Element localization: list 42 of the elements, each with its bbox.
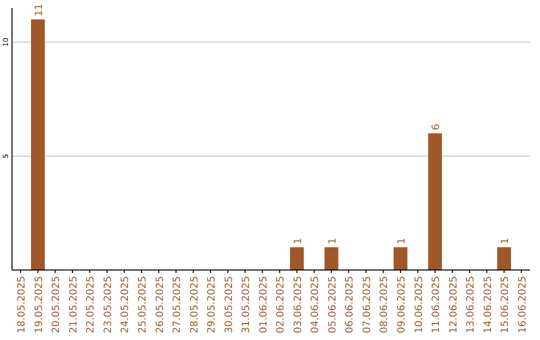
x-tick-label: 19.05.2025 [34,276,45,334]
x-tick-label: 02.06.2025 [276,276,287,334]
x-tick-label: 30.05.2025 [224,276,235,334]
x-tick-label: 23.05.2025 [102,276,114,334]
x-tick-label: 20.05.2025 [51,276,62,334]
x-tick-label: 11.06.2025 [431,276,442,334]
bar [497,247,512,270]
data-label: 11 [34,4,45,16]
x-tick-label: 09.06.2025 [396,276,408,334]
x-tick-label: 03.06.2025 [292,276,304,334]
x-tick-label: 14.06.2025 [482,276,494,334]
x-tick-label: 16.06.2025 [517,276,528,334]
x-tick-label: 22.05.2025 [86,276,97,334]
x-tick-label: 13.06.2025 [466,276,477,334]
x-tick-label: 08.06.2025 [379,276,390,334]
x-tick-label: 18.05.2025 [16,276,28,334]
x-tick-label: 15.06.2025 [500,276,512,334]
x-tick-label: 21.05.2025 [68,276,80,334]
bar [324,247,338,270]
bar [428,133,442,270]
x-tick-label: 27.05.2025 [172,276,184,334]
bar [290,247,304,270]
x-tick-label: 12.06.2025 [448,276,460,334]
data-label: 1 [292,238,304,244]
x-tick-label: 10.06.2025 [414,276,425,334]
x-tick-label: 28.05.2025 [189,276,200,334]
bar [30,19,45,270]
data-label: 1 [396,238,408,244]
x-tick-label: 01.06.2025 [258,276,270,334]
data-label: 1 [500,238,512,244]
x-tick-label: 07.06.2025 [362,276,373,334]
x-tick-label: 24.05.2025 [120,276,132,334]
x-tick-label: 25.05.2025 [138,276,148,334]
data-label: 1 [327,238,338,244]
bar [394,247,408,270]
x-tick-label: 29.05.2025 [206,276,218,334]
data-label: 6 [431,124,442,130]
x-tick-label: 05.06.2025 [327,276,338,334]
x-tick-label: 04.06.2025 [310,276,322,334]
x-tick-label: 26.05.2025 [154,276,166,334]
x-tick-label: 06.06.2025 [344,276,356,334]
x-tick-label: 31.05.2025 [241,276,252,334]
